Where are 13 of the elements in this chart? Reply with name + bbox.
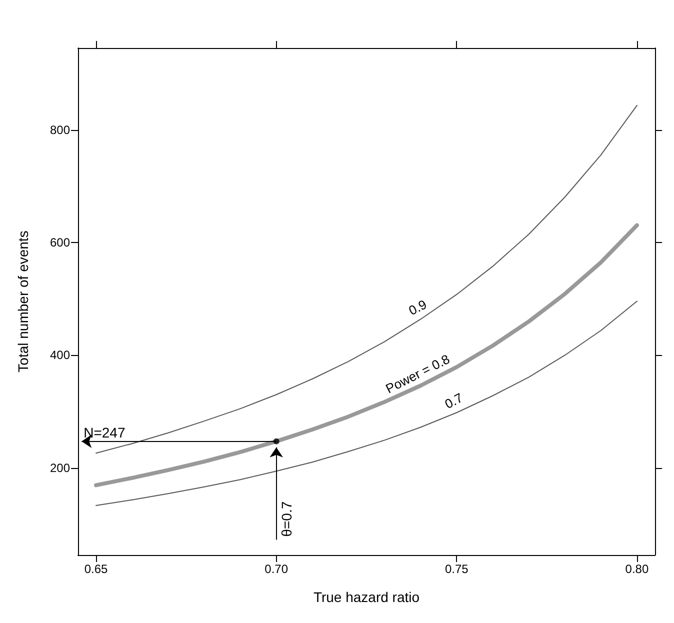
text: 0.9 (406, 296, 430, 318)
y-tick-label: 800 (50, 123, 70, 138)
x-tick-label: 0.65 (84, 562, 108, 576)
y-tick-label: 200 (50, 460, 70, 475)
annotation: N=247 (84, 424, 126, 440)
y-tick-label: 600 (50, 236, 70, 250)
annotation: θ=0.7 (278, 501, 294, 537)
x-tick-label: 0.80 (625, 562, 649, 576)
x-axis-title: True hazard ratio (313, 589, 420, 605)
y-tick-label: 400 (50, 348, 70, 362)
y-axis-title: Total number of events (15, 230, 31, 372)
x-tick-label: 0.75 (444, 562, 469, 576)
x-tick-label: 0.70 (264, 562, 288, 576)
